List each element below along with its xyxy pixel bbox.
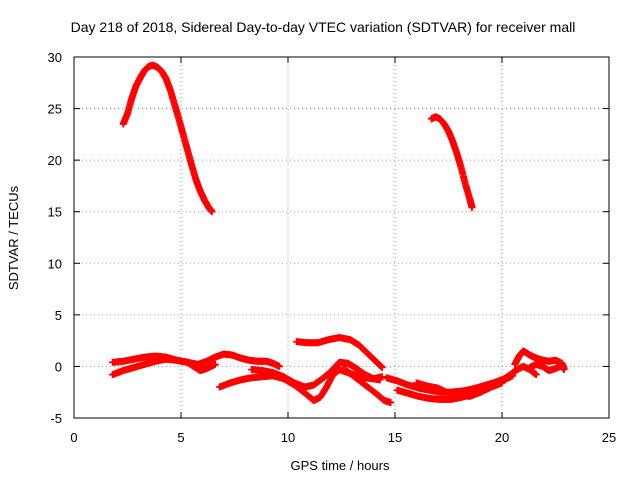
data-point [208,208,216,216]
x-axis-label: GPS time / hours [291,458,390,473]
x-tick-label: 0 [70,430,77,445]
y-tick-label: 5 [55,308,62,323]
series-low-1 [109,350,283,370]
y-tick-label: 0 [55,359,62,374]
series-low-5 [293,334,386,371]
data-point [378,373,386,381]
data-point [468,204,476,212]
data-point [560,366,568,374]
data-point [275,362,283,370]
y-tick-label: -5 [50,411,62,426]
axis-ticks: 0 5 10 15 20 25 -5 0 5 10 15 20 25 30 [48,50,617,445]
series-low-11 [412,379,506,400]
series-arc-early-high [119,61,216,216]
y-tick-label: 25 [48,102,62,117]
series-low-10 [526,360,568,375]
data-point [498,379,506,387]
series-arc-late-high [427,113,476,212]
chart-title: Day 218 of 2018, Sidereal Day-to-day VTE… [71,19,576,35]
x-tick-label: 15 [388,430,402,445]
data-points [109,61,568,407]
data-point [387,399,395,407]
data-point [532,371,540,379]
series-low-6 [340,364,395,407]
series-low-2 [109,355,219,379]
data-point [509,372,517,380]
data-point [378,363,386,371]
x-tick-label: 20 [495,430,509,445]
x-tick-label: 10 [281,430,295,445]
x-tick-label: 25 [602,430,616,445]
y-tick-label: 30 [48,50,62,65]
x-tick-label: 5 [177,430,184,445]
data-point [211,360,219,368]
plot-frame [73,56,610,419]
series-low-4 [248,358,386,391]
y-tick-label: 15 [48,205,62,220]
y-tick-label: 10 [48,256,62,271]
y-tick-label: 20 [48,153,62,168]
y-axis-label: SDTVAR / TECUs [6,185,21,290]
